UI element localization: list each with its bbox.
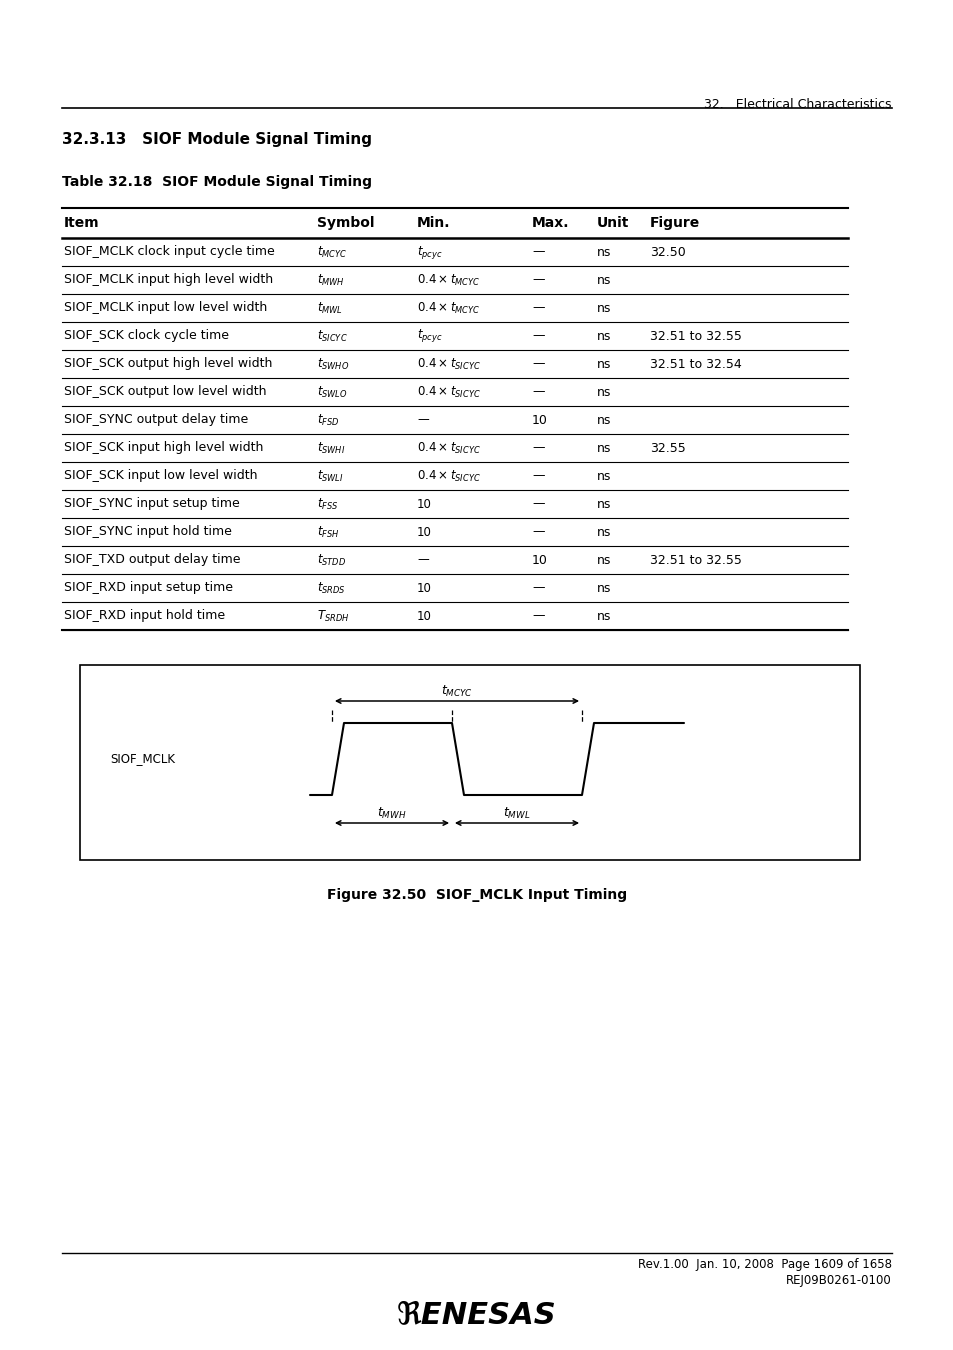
Text: —: — (532, 301, 544, 315)
Text: ns: ns (597, 301, 611, 315)
Text: $t_{FSH}$: $t_{FSH}$ (316, 524, 339, 540)
Text: —: — (532, 329, 544, 343)
Text: $t_{STDD}$: $t_{STDD}$ (316, 552, 346, 567)
Text: $0.4 \times t_{SICYC}$: $0.4 \times t_{SICYC}$ (416, 468, 480, 483)
Text: $t_{MCYC}$: $t_{MCYC}$ (316, 244, 347, 259)
Text: 32.   Electrical Characteristics: 32. Electrical Characteristics (703, 99, 891, 111)
Text: $T_{SRDH}$: $T_{SRDH}$ (316, 609, 349, 624)
Text: SIOF_MCLK clock input cycle time: SIOF_MCLK clock input cycle time (64, 246, 274, 258)
Text: 10: 10 (416, 525, 432, 539)
Text: Unit: Unit (597, 216, 629, 230)
Text: $0.4 \times t_{MCYC}$: $0.4 \times t_{MCYC}$ (416, 273, 479, 288)
Text: SIOF_RXD input setup time: SIOF_RXD input setup time (64, 582, 233, 594)
Text: Figure 32.50  SIOF_MCLK Input Timing: Figure 32.50 SIOF_MCLK Input Timing (327, 888, 626, 902)
Text: ns: ns (597, 413, 611, 427)
Text: ns: ns (597, 358, 611, 370)
Text: Min.: Min. (416, 216, 450, 230)
Text: $t_{pcyc}$: $t_{pcyc}$ (416, 243, 442, 261)
Text: 32.51 to 32.54: 32.51 to 32.54 (649, 358, 741, 370)
Text: REJ09B0261-0100: REJ09B0261-0100 (785, 1274, 891, 1287)
Text: ns: ns (597, 582, 611, 594)
Text: —: — (532, 498, 544, 510)
Text: ns: ns (597, 329, 611, 343)
Text: $t_{SRDS}$: $t_{SRDS}$ (316, 580, 346, 595)
Text: SIOF_SYNC input hold time: SIOF_SYNC input hold time (64, 525, 232, 539)
Text: $0.4 \times t_{SICYC}$: $0.4 \times t_{SICYC}$ (416, 356, 480, 371)
Text: SIOF_SYNC input setup time: SIOF_SYNC input setup time (64, 498, 239, 510)
Text: SIOF_MCLK input high level width: SIOF_MCLK input high level width (64, 274, 273, 286)
Text: $0.4 \times t_{MCYC}$: $0.4 \times t_{MCYC}$ (416, 301, 479, 316)
Text: $t_{SICYC}$: $t_{SICYC}$ (316, 328, 348, 343)
Bar (80, 666, 859, 860)
Text: ns: ns (597, 525, 611, 539)
Text: $t_{SWHO}$: $t_{SWHO}$ (316, 356, 349, 371)
Text: Max.: Max. (532, 216, 569, 230)
Text: SIOF_TXD output delay time: SIOF_TXD output delay time (64, 554, 240, 567)
Text: —: — (416, 413, 428, 427)
Text: ns: ns (597, 554, 611, 567)
Text: $t_{pcyc}$: $t_{pcyc}$ (416, 328, 442, 344)
Text: —: — (532, 582, 544, 594)
Text: SIOF_SCK output high level width: SIOF_SCK output high level width (64, 358, 273, 370)
Text: —: — (532, 358, 544, 370)
Text: SIOF_RXD input hold time: SIOF_RXD input hold time (64, 609, 225, 622)
Text: $t_{MWH}$: $t_{MWH}$ (316, 273, 344, 288)
Text: ns: ns (597, 609, 611, 622)
Text: —: — (532, 525, 544, 539)
Text: 32.51 to 32.55: 32.51 to 32.55 (649, 554, 741, 567)
Text: Item: Item (64, 216, 99, 230)
Text: —: — (532, 386, 544, 398)
Text: Symbol: Symbol (316, 216, 375, 230)
Text: —: — (532, 470, 544, 482)
Text: ℜENESAS: ℜENESAS (396, 1300, 557, 1328)
Text: ns: ns (597, 274, 611, 286)
Text: $t_{SWLI}$: $t_{SWLI}$ (316, 468, 343, 483)
Text: Table 32.18  SIOF Module Signal Timing: Table 32.18 SIOF Module Signal Timing (62, 176, 372, 189)
Text: $t_{MWH}$: $t_{MWH}$ (376, 806, 406, 821)
Text: —: — (416, 554, 428, 567)
Text: ns: ns (597, 246, 611, 258)
Text: Figure: Figure (649, 216, 700, 230)
Text: 10: 10 (532, 554, 547, 567)
Text: ns: ns (597, 441, 611, 455)
Text: —: — (532, 441, 544, 455)
Text: 10: 10 (416, 498, 432, 510)
Text: SIOF_MCLK input low level width: SIOF_MCLK input low level width (64, 301, 267, 315)
Text: $t_{FSS}$: $t_{FSS}$ (316, 497, 338, 512)
Text: SIOF_SCK clock cycle time: SIOF_SCK clock cycle time (64, 329, 229, 343)
Text: ns: ns (597, 470, 611, 482)
Text: $t_{MCYC}$: $t_{MCYC}$ (440, 684, 473, 699)
Text: 32.55: 32.55 (649, 441, 685, 455)
Text: SIOF_SCK input high level width: SIOF_SCK input high level width (64, 441, 263, 455)
Text: $t_{FSD}$: $t_{FSD}$ (316, 413, 339, 428)
Text: 32.51 to 32.55: 32.51 to 32.55 (649, 329, 741, 343)
Text: SIOF_SCK output low level width: SIOF_SCK output low level width (64, 386, 266, 398)
Text: —: — (532, 609, 544, 622)
Text: —: — (532, 274, 544, 286)
Text: $t_{MWL}$: $t_{MWL}$ (316, 301, 342, 316)
Text: $0.4 \times t_{SICYC}$: $0.4 \times t_{SICYC}$ (416, 385, 480, 400)
Text: $t_{SWHI}$: $t_{SWHI}$ (316, 440, 345, 455)
Text: SIOF_SYNC output delay time: SIOF_SYNC output delay time (64, 413, 248, 427)
Text: SIOF_MCLK: SIOF_MCLK (110, 752, 174, 765)
Text: 32.50: 32.50 (649, 246, 685, 258)
Text: —: — (532, 246, 544, 258)
Text: $t_{SWLO}$: $t_{SWLO}$ (316, 385, 347, 400)
Text: 32.3.13   SIOF Module Signal Timing: 32.3.13 SIOF Module Signal Timing (62, 132, 372, 147)
Text: ns: ns (597, 386, 611, 398)
Text: $t_{MWL}$: $t_{MWL}$ (503, 806, 530, 821)
Text: $0.4 \times t_{SICYC}$: $0.4 \times t_{SICYC}$ (416, 440, 480, 455)
Text: 10: 10 (532, 413, 547, 427)
Text: Rev.1.00  Jan. 10, 2008  Page 1609 of 1658: Rev.1.00 Jan. 10, 2008 Page 1609 of 1658 (638, 1258, 891, 1270)
Text: SIOF_SCK input low level width: SIOF_SCK input low level width (64, 470, 257, 482)
Text: ns: ns (597, 498, 611, 510)
Text: 10: 10 (416, 582, 432, 594)
Text: 10: 10 (416, 609, 432, 622)
